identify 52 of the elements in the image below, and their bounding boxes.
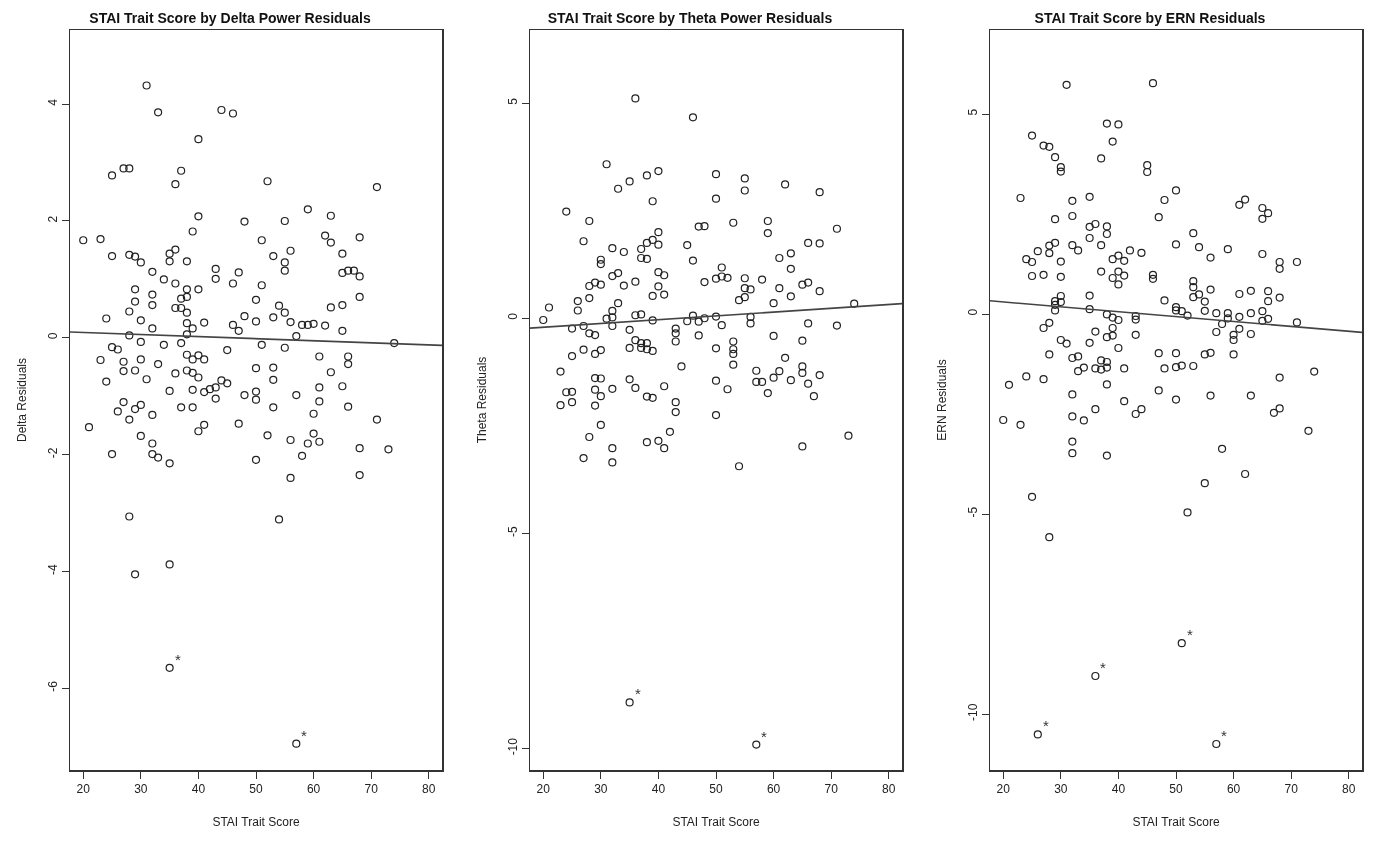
x-tick-label: 60 [306, 781, 321, 796]
x-tick-label: 60 [766, 781, 781, 796]
y-tick-label: 0 [505, 312, 520, 320]
x-axis-title: STAI Trait Score [1132, 814, 1220, 829]
y-tick-label: -5 [505, 525, 520, 537]
x-tick-label: 70 [364, 781, 379, 796]
x-axis-title: STAI Trait Score [672, 814, 760, 829]
x-tick-label: 30 [594, 781, 608, 796]
x-tick-label: 70 [1284, 781, 1299, 796]
y-axis-title: Theta Residuals [475, 356, 490, 444]
annotation: * [761, 728, 767, 745]
chart-title: STAI Trait Score by Delta Power Residuals [89, 9, 371, 26]
x-tick-label: 80 [422, 781, 436, 796]
x-tick-label: 30 [1054, 781, 1068, 796]
x-tick-label: 50 [1169, 781, 1183, 796]
y-axis-title: ERN Residuals [935, 359, 950, 441]
x-tick-label: 20 [76, 781, 91, 796]
x-tick-label: 40 [191, 781, 206, 796]
annotation: * [1100, 659, 1106, 676]
annotation: * [635, 685, 641, 702]
annotation: * [1221, 727, 1227, 744]
x-tick-label: 30 [134, 781, 148, 796]
chart-title: STAI Trait Score by Theta Power Residuals [547, 9, 833, 26]
x-tick-label: 20 [996, 781, 1011, 796]
x-tick-label: 20 [536, 781, 551, 796]
annotation: * [175, 651, 181, 668]
annotation: * [1187, 626, 1193, 643]
y-tick-label: -10 [505, 737, 520, 756]
y-tick-label: -2 [45, 447, 60, 459]
y-tick-label: -6 [45, 680, 60, 692]
x-tick-label: 80 [882, 781, 896, 796]
y-tick-label: -4 [45, 563, 60, 575]
y-tick-label: 5 [505, 97, 520, 105]
annotation: * [301, 727, 307, 744]
x-tick-label: 50 [249, 781, 263, 796]
chart-title: STAI Trait Score by ERN Residuals [1034, 9, 1266, 26]
y-tick-label: 4 [45, 98, 60, 106]
y-tick-label: -5 [965, 506, 980, 518]
y-tick-label: 5 [965, 108, 980, 116]
x-tick-label: 40 [1111, 781, 1126, 796]
x-tick-label: 70 [824, 781, 839, 796]
y-tick-label: 0 [965, 308, 980, 316]
y-tick-label: -10 [965, 703, 980, 721]
y-tick-label: 2 [45, 215, 60, 223]
x-tick-label: 50 [709, 781, 723, 796]
x-tick-label: 80 [1342, 781, 1356, 796]
x-tick-label: 40 [651, 781, 666, 796]
y-axis-title: Delta Residuals [15, 357, 30, 443]
annotation: * [1043, 717, 1049, 734]
x-tick-label: 60 [1226, 781, 1241, 796]
y-tick-label: 0 [45, 332, 60, 340]
x-axis-title: STAI Trait Score [212, 814, 300, 829]
